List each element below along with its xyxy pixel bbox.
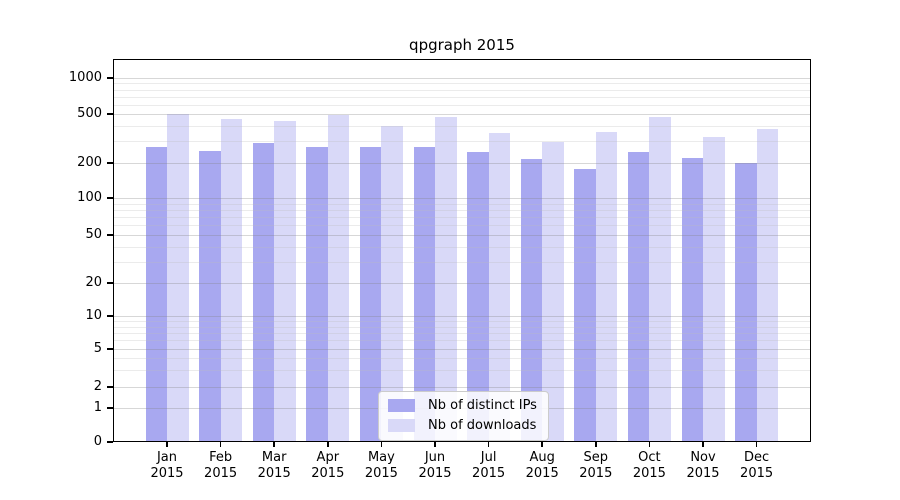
bar-downloads-oct	[649, 116, 671, 442]
bar-downloads-feb	[220, 119, 243, 442]
chart-title: qpgraph 2015	[409, 36, 515, 54]
bar-distinct-ips-sep	[574, 168, 596, 442]
bar-downloads-jul	[488, 133, 511, 442]
legend-swatch-downloads	[388, 419, 415, 432]
bar-downloads-jun	[435, 116, 457, 442]
legend-item-distinct-ips: Nb of distinct IPs	[388, 397, 537, 414]
plot-area	[113, 59, 811, 442]
legend-label-downloads: Nb of downloads	[428, 418, 537, 433]
bar-distinct-ips-nov	[681, 157, 703, 442]
bar-downloads-mar	[274, 120, 296, 442]
bar-downloads-apr	[327, 114, 350, 442]
legend-label-distinct-ips: Nb of distinct IPs	[428, 398, 537, 413]
bar-downloads-may	[381, 125, 403, 442]
bar-distinct-ips-aug	[520, 159, 543, 442]
bar-distinct-ips-may	[359, 146, 382, 442]
bar-distinct-ips-oct	[627, 152, 650, 442]
bar-downloads-sep	[595, 132, 618, 442]
bar-distinct-ips-mar	[252, 143, 275, 442]
bar-distinct-ips-jun	[413, 146, 435, 442]
legend: Nb of distinct IPs Nb of downloads	[378, 391, 549, 441]
bar-distinct-ips-jan	[145, 146, 167, 442]
bar-distinct-ips-dec	[735, 163, 757, 442]
bar-distinct-ips-jul	[467, 152, 489, 442]
bar-downloads-nov	[703, 137, 725, 442]
legend-swatch-distinct-ips	[388, 399, 415, 412]
legend-item-downloads: Nb of downloads	[388, 417, 537, 434]
bar-downloads-jan	[167, 114, 189, 442]
bar-distinct-ips-feb	[199, 151, 221, 442]
bar-distinct-ips-apr	[306, 146, 328, 442]
bar-downloads-aug	[542, 142, 564, 442]
bar-downloads-dec	[756, 128, 779, 442]
